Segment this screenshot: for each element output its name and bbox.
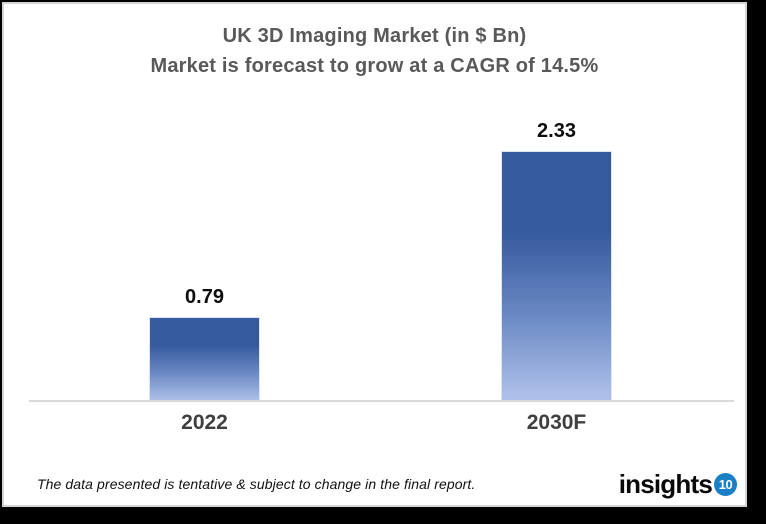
chart-card: UK 3D Imaging Market (in $ Bn) Market is…: [2, 2, 747, 507]
value-label-2030f: 2.33: [537, 120, 576, 142]
chart-title-line1: UK 3D Imaging Market (in $ Bn): [222, 25, 527, 47]
x-axis-line: [29, 400, 734, 402]
chart-title-line2: Market is forecast to grow at a CAGR of …: [150, 55, 599, 77]
chart-title: UK 3D Imaging Market (in $ Bn) Market is…: [4, 21, 745, 81]
logo-wordmark: insights: [618, 469, 713, 499]
bar-2022: [149, 317, 260, 402]
disclaimer-note: The data presented is tentative & subjec…: [37, 476, 476, 492]
plot-area: 0.79 2022 2.33 2030F: [4, 4, 745, 505]
insights10-logo: insights 10: [619, 471, 737, 497]
category-label-2030f: 2030F: [526, 411, 587, 434]
category-label-2022: 2022: [181, 411, 228, 434]
logo-badge-10: 10: [714, 472, 737, 496]
bar-2030f: [501, 151, 612, 402]
value-label-2022: 0.79: [185, 286, 224, 308]
footer: The data presented is tentative & subjec…: [37, 469, 737, 499]
